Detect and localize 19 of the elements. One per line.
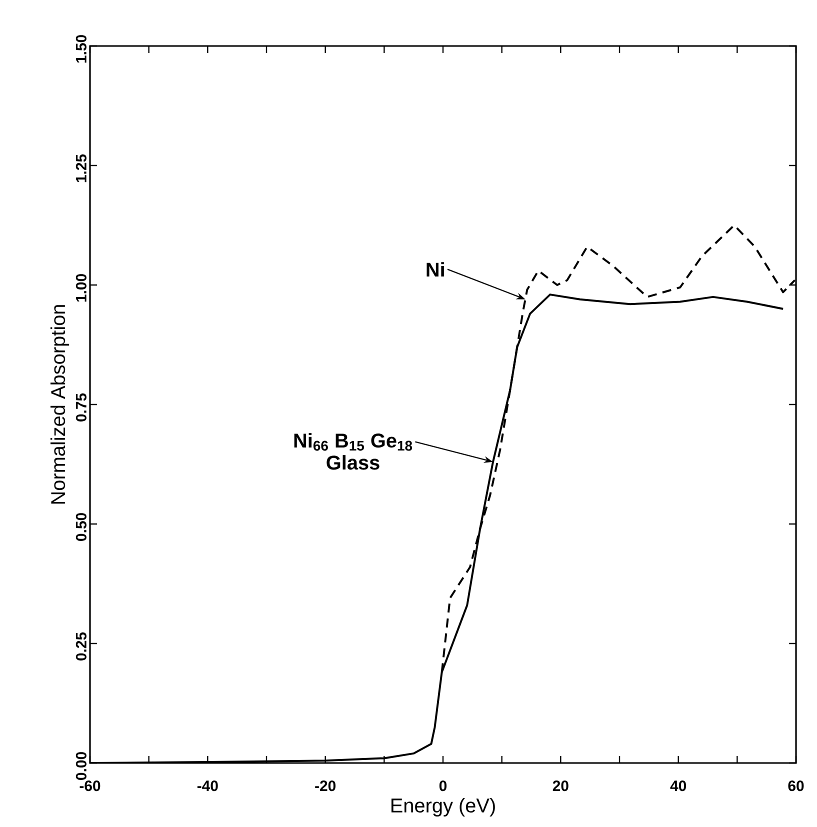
x-axis-title: Energy (eV) [391, 798, 495, 817]
x-tick-label: -40 [197, 780, 218, 792]
y-tick-label: 1.25 [76, 154, 86, 182]
y-tick-label: 0.75 [76, 393, 86, 422]
annotation: Glass [326, 455, 380, 470]
annotation: Ni [426, 262, 444, 277]
y-tick-label: 1.50 [76, 35, 86, 63]
x-tick-label: 40 [670, 780, 686, 792]
annotation: Ni$_{66}$ B$_{15}$ Ge$_{18}$ [294, 433, 412, 451]
x-tick-label: -20 [315, 780, 336, 792]
y-axis-title: Normalized Absorption [50, 305, 70, 504]
y-tick-label: 1.00 [76, 274, 86, 302]
x-tick-label: 60 [788, 780, 804, 792]
x-tick-label: 0 [439, 780, 447, 792]
y-tick-label: 0.50 [76, 513, 86, 541]
x-tick-label: -60 [80, 780, 100, 792]
x-tick-label: 20 [552, 780, 568, 792]
y-tick-label: 0.00 [76, 752, 86, 780]
y-tick-label: 0.25 [76, 632, 86, 660]
